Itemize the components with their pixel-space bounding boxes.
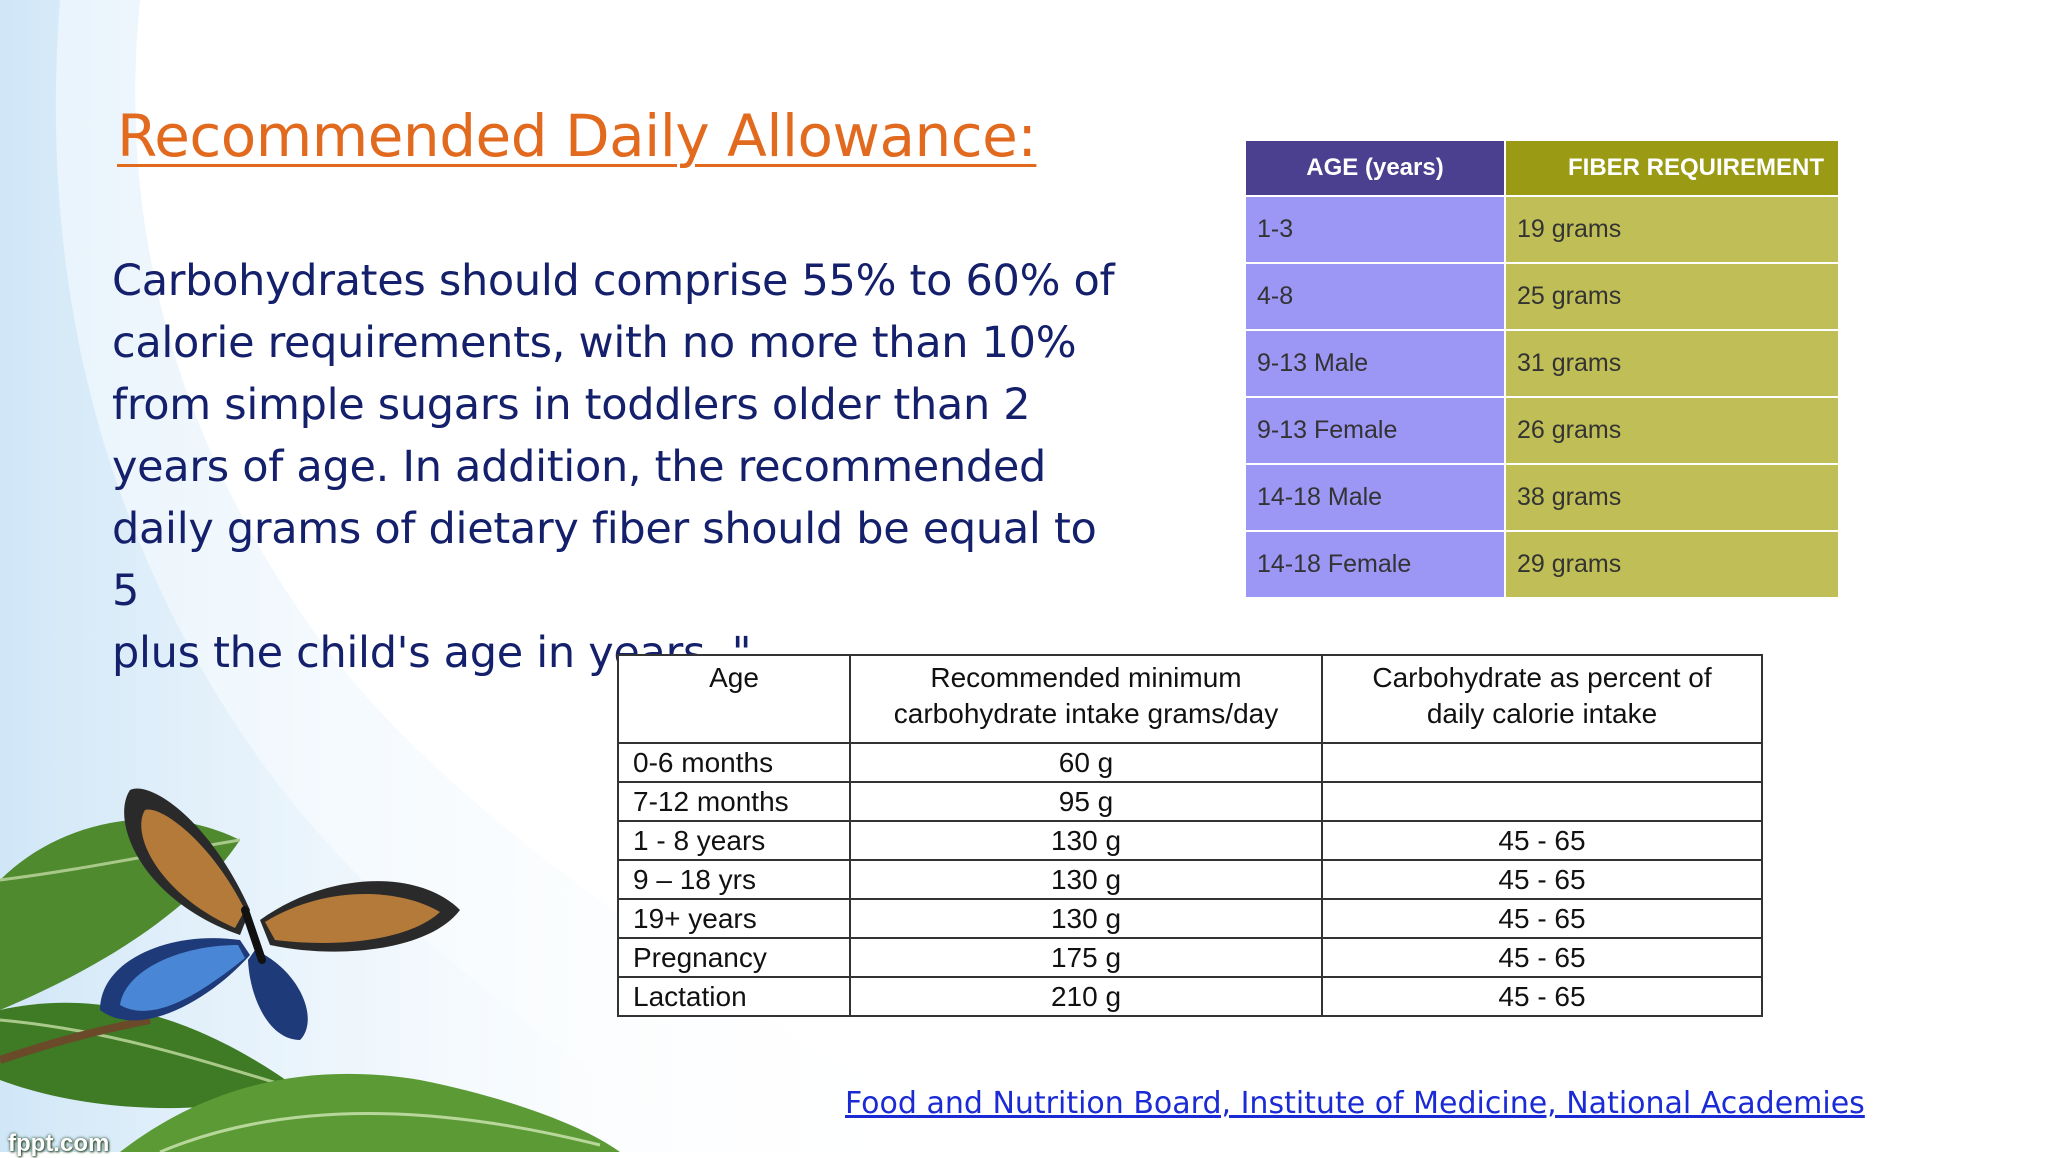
table-row: 1-3 19 grams: [1246, 196, 1840, 264]
table-row: 19+ years 130 g 45 - 65: [617, 898, 1763, 939]
table-row: 9-13 Male 31 grams: [1246, 330, 1840, 398]
cell-age: 9-13 Female: [1246, 397, 1506, 465]
cell-age: Pregnancy: [617, 937, 851, 978]
cell-min: 130 g: [849, 859, 1323, 900]
table-header-row: Age Recommended minimum carbohydrate int…: [617, 654, 1763, 744]
table-row: 14-18 Female 29 grams: [1246, 531, 1840, 599]
cell-age: 1 - 8 years: [617, 820, 851, 861]
carbohydrate-intake-table: Age Recommended minimum carbohydrate int…: [617, 654, 1763, 1017]
fppt-logo: fppt.com: [8, 1130, 110, 1157]
cell-fiber: 26 grams: [1505, 397, 1840, 465]
table-row: 0-6 months 60 g: [617, 742, 1763, 783]
leaf-icon: [0, 819, 620, 1152]
cell-min: 210 g: [849, 976, 1323, 1017]
header-pct-line1: Carbohydrate as percent of: [1372, 662, 1712, 693]
table-header-row: AGE (years) FIBER REQUIREMENT: [1246, 141, 1840, 197]
cell-age: 7-12 months: [617, 781, 851, 822]
cell-pct: [1321, 781, 1763, 822]
table-row: 7-12 months 95 g: [617, 781, 1763, 822]
cell-age: 4-8: [1246, 263, 1506, 331]
cell-pct: 45 - 65: [1321, 859, 1763, 900]
body-paragraph: Carbohydrates should comprise 55% to 60%…: [112, 250, 1132, 684]
cell-min: 130 g: [849, 898, 1323, 939]
source-link[interactable]: Food and Nutrition Board, Institute of M…: [845, 1086, 1865, 1121]
table-row: 4-8 25 grams: [1246, 263, 1840, 331]
table-row: 1 - 8 years 130 g 45 - 65: [617, 820, 1763, 861]
table-row: 9 – 18 yrs 130 g 45 - 65: [617, 859, 1763, 900]
header-percent-calorie: Carbohydrate as percent of daily calorie…: [1321, 654, 1763, 744]
cell-age: 1-3: [1246, 196, 1506, 264]
cell-age: 9 – 18 yrs: [617, 859, 851, 900]
table-row: 14-18 Male 38 grams: [1246, 464, 1840, 532]
cell-age: 14-18 Female: [1246, 531, 1506, 599]
cell-age: 19+ years: [617, 898, 851, 939]
fiber-requirement-table: AGE (years) FIBER REQUIREMENT 1-3 19 gram…: [1246, 141, 1840, 599]
cell-fiber: 31 grams: [1505, 330, 1840, 398]
header-age: AGE (years): [1246, 141, 1506, 197]
cell-pct: 45 - 65: [1321, 820, 1763, 861]
cell-pct: 45 - 65: [1321, 976, 1763, 1017]
header-min-line2: carbohydrate intake grams/day: [893, 698, 1279, 729]
butterfly-leaf-illustration: [0, 788, 620, 1152]
cell-fiber: 38 grams: [1505, 464, 1840, 532]
cell-min: 60 g: [849, 742, 1323, 783]
body-line: Carbohydrates should comprise 55% to 60%…: [112, 256, 1115, 306]
header-min-intake: Recommended minimum carbohydrate intake …: [849, 654, 1323, 744]
cell-fiber: 25 grams: [1505, 263, 1840, 331]
header-pct-line2: daily calorie intake: [1426, 698, 1658, 729]
header-age: Age: [617, 654, 851, 744]
table-row: 9-13 Female 26 grams: [1246, 397, 1840, 465]
cell-min: 130 g: [849, 820, 1323, 861]
header-min-line1: Recommended minimum: [930, 662, 1242, 693]
body-line: from simple sugars in toddlers older tha…: [112, 380, 1031, 430]
butterfly-icon: [100, 788, 460, 1040]
cell-fiber: 19 grams: [1505, 196, 1840, 264]
cell-min: 95 g: [849, 781, 1323, 822]
cell-pct: 45 - 65: [1321, 937, 1763, 978]
body-line: calorie requirements, with no more than …: [112, 318, 1077, 368]
cell-pct: [1321, 742, 1763, 783]
page-title: Recommended Daily Allowance:: [117, 102, 1037, 170]
table-row: Lactation 210 g 45 - 65: [617, 976, 1763, 1017]
cell-fiber: 29 grams: [1505, 531, 1840, 599]
cell-min: 175 g: [849, 937, 1323, 978]
body-line: years of age. In addition, the recommend…: [112, 442, 1047, 492]
cell-pct: 45 - 65: [1321, 898, 1763, 939]
cell-age: 14-18 Male: [1246, 464, 1506, 532]
body-line: daily grams of dietary fiber should be e…: [112, 504, 1097, 616]
cell-age: Lactation: [617, 976, 851, 1017]
header-fiber-requirement: FIBER REQUIREMENT: [1505, 141, 1840, 197]
table-row: Pregnancy 175 g 45 - 65: [617, 937, 1763, 978]
cell-age: 9-13 Male: [1246, 330, 1506, 398]
cell-age: 0-6 months: [617, 742, 851, 783]
